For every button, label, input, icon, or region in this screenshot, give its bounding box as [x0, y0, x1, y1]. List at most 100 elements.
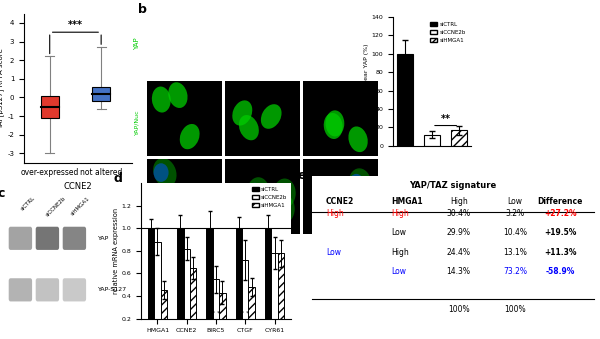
Ellipse shape	[349, 168, 371, 198]
Text: YAP/TAZ signature: YAP/TAZ signature	[409, 181, 497, 190]
Text: YAP: YAP	[98, 236, 109, 241]
Bar	[177, 228, 184, 339]
Text: Low: Low	[391, 267, 406, 276]
Bar	[206, 228, 213, 339]
Ellipse shape	[329, 189, 352, 219]
Text: **: **	[440, 114, 451, 124]
Bar	[397, 54, 413, 146]
Text: d: d	[114, 172, 123, 185]
Text: CCNE2: CCNE2	[326, 197, 355, 206]
FancyBboxPatch shape	[8, 227, 32, 250]
Text: 100%: 100%	[448, 304, 469, 314]
Y-axis label: YAP[pS127] RPPA score: YAP[pS127] RPPA score	[0, 48, 5, 128]
Legend: siCTRL, siCCNE2b, siHMGA1: siCTRL, siCCNE2b, siHMGA1	[428, 20, 468, 45]
Ellipse shape	[329, 195, 344, 213]
Bar	[265, 228, 271, 339]
Bar	[424, 135, 440, 146]
Text: 24.4%: 24.4%	[446, 248, 470, 257]
Ellipse shape	[194, 206, 217, 236]
Text: 100%: 100%	[504, 304, 526, 314]
Text: High: High	[391, 248, 409, 257]
Text: High: High	[391, 209, 409, 218]
Ellipse shape	[232, 100, 252, 125]
Text: YAP/Nuc: YAP/Nuc	[135, 109, 140, 135]
Ellipse shape	[349, 174, 364, 193]
Bar	[278, 253, 284, 339]
Ellipse shape	[152, 86, 171, 113]
Ellipse shape	[154, 163, 169, 182]
FancyBboxPatch shape	[36, 278, 59, 301]
Bar	[451, 130, 467, 146]
Y-axis label: relative nuclear YAP (%): relative nuclear YAP (%)	[364, 44, 369, 119]
Bar	[184, 248, 190, 339]
Legend: siCTRL, siCCNE2b, siHMGA1: siCTRL, siCCNE2b, siHMGA1	[251, 186, 288, 208]
Text: siCTRL: siCTRL	[19, 196, 36, 212]
Ellipse shape	[261, 104, 281, 129]
Ellipse shape	[324, 113, 343, 139]
Ellipse shape	[273, 179, 296, 208]
Ellipse shape	[247, 183, 262, 201]
Text: 29.9%: 29.9%	[446, 228, 470, 237]
Bar	[161, 291, 167, 339]
Ellipse shape	[349, 126, 368, 152]
Ellipse shape	[239, 115, 259, 140]
Text: 3.2%: 3.2%	[505, 209, 524, 218]
Text: YAP-S127: YAP-S127	[98, 287, 127, 292]
Bar	[242, 260, 248, 339]
Text: 13.1%: 13.1%	[503, 248, 527, 257]
Ellipse shape	[272, 194, 295, 224]
Ellipse shape	[272, 200, 287, 218]
Text: +19.5%: +19.5%	[544, 228, 577, 237]
Text: e: e	[298, 169, 307, 182]
Bar	[92, 87, 110, 101]
FancyBboxPatch shape	[8, 278, 32, 301]
Text: siHMGA1: siHMGA1	[70, 196, 91, 217]
Bar	[271, 253, 278, 339]
X-axis label: CCNE2: CCNE2	[64, 182, 92, 191]
Text: High: High	[326, 209, 344, 218]
Bar	[236, 228, 242, 339]
Ellipse shape	[180, 124, 200, 149]
Text: c: c	[0, 187, 4, 200]
Text: HMGA1: HMGA1	[391, 197, 422, 206]
Bar	[248, 287, 255, 339]
Ellipse shape	[326, 111, 344, 137]
Text: siCCNE2b: siCCNE2b	[45, 196, 67, 218]
Text: High: High	[450, 197, 467, 206]
Bar	[219, 293, 226, 339]
FancyBboxPatch shape	[36, 227, 59, 250]
Text: * *: * *	[212, 312, 220, 316]
Ellipse shape	[334, 208, 357, 237]
Text: Low: Low	[391, 228, 406, 237]
Text: +11.3%: +11.3%	[544, 248, 577, 257]
Text: Low: Low	[508, 197, 523, 206]
Bar	[190, 268, 196, 339]
Ellipse shape	[183, 203, 206, 233]
Bar	[154, 242, 161, 339]
Text: 30.4%: 30.4%	[446, 209, 471, 218]
Text: +27.2%: +27.2%	[544, 209, 577, 218]
Bar	[148, 228, 154, 339]
Text: 10.4%: 10.4%	[503, 228, 527, 237]
Y-axis label: relative mRNA expression: relative mRNA expression	[113, 208, 119, 294]
Text: -58.9%: -58.9%	[545, 267, 575, 276]
Bar	[213, 279, 219, 339]
FancyBboxPatch shape	[63, 227, 86, 250]
Text: YAP: YAP	[134, 38, 140, 51]
Text: Difference: Difference	[538, 197, 583, 206]
Ellipse shape	[194, 212, 209, 231]
Ellipse shape	[153, 158, 176, 187]
Bar	[41, 96, 59, 118]
Text: ***: ***	[68, 20, 83, 31]
Text: 14.3%: 14.3%	[446, 267, 470, 276]
Text: b: b	[138, 3, 147, 16]
Ellipse shape	[334, 213, 349, 232]
Ellipse shape	[247, 177, 270, 207]
Text: * *: * *	[241, 312, 250, 316]
Text: 73.2%: 73.2%	[503, 267, 527, 276]
Ellipse shape	[183, 208, 198, 227]
Ellipse shape	[168, 82, 188, 108]
Ellipse shape	[273, 184, 288, 203]
FancyBboxPatch shape	[63, 278, 86, 301]
Text: Low: Low	[326, 248, 341, 257]
